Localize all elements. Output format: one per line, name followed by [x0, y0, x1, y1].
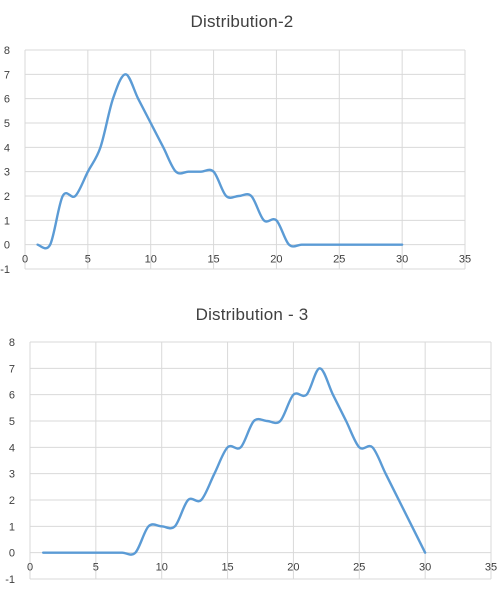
- y-axis-tick-labels: -1 0 1 2 3 4 5 6 7 8: [5, 337, 15, 586]
- x-tick-label: 30: [396, 254, 408, 266]
- y-tick-label: 0: [9, 548, 15, 560]
- y-tick-label: 2: [9, 495, 15, 507]
- x-tick-label: 15: [221, 562, 233, 574]
- x-axis-tick-labels: 0 5 10 15 20 25 30 35: [22, 254, 471, 266]
- y-tick-label: 8: [4, 45, 10, 57]
- y-tick-label: 6: [9, 390, 15, 402]
- chart-distribution-2: Distribution-2 -1 0 1 2 3 4 5 6 7 8 0 5 10 15 20 25 30 35: [0, 0, 504, 285]
- y-tick-label: 5: [4, 118, 10, 130]
- y-tick-label: 5: [9, 416, 15, 428]
- x-tick-label: 10: [145, 254, 157, 266]
- x-tick-label: 0: [27, 562, 33, 574]
- y-tick-label: 4: [4, 142, 10, 154]
- y-tick-label: 7: [4, 69, 10, 81]
- y-tick-label: 0: [4, 240, 10, 252]
- y-axis-tick-labels: -1 0 1 2 3 4 5 6 7 8: [0, 45, 10, 276]
- x-tick-label: 5: [93, 562, 99, 574]
- chart-plot-area: -1 0 1 2 3 4 5 6 7 8 0 5 10 15 20 25 30 35: [0, 45, 471, 276]
- x-tick-label: 5: [85, 254, 91, 266]
- x-tick-label: 20: [287, 562, 299, 574]
- gridlines: [24, 49, 466, 270]
- y-tick-label: -1: [0, 264, 10, 276]
- x-tick-label: 10: [156, 562, 168, 574]
- series-line: [36, 73, 404, 250]
- y-tick-label: 8: [9, 337, 15, 349]
- x-tick-label: 35: [485, 562, 497, 574]
- x-axis-tick-labels: 0 5 10 15 20 25 30 35: [27, 562, 497, 574]
- y-tick-label: 7: [9, 363, 15, 375]
- x-tick-label: 15: [207, 254, 219, 266]
- y-tick-label: 3: [9, 469, 15, 481]
- series-line: [41, 367, 427, 556]
- x-tick-label: 20: [270, 254, 282, 266]
- y-tick-label: -1: [5, 574, 15, 586]
- x-tick-label: 35: [459, 254, 471, 266]
- y-tick-label: 6: [4, 94, 10, 106]
- y-tick-label: 3: [4, 167, 10, 179]
- x-tick-label: 25: [353, 562, 365, 574]
- x-tick-label: 0: [22, 254, 28, 266]
- y-tick-label: 1: [9, 521, 15, 533]
- x-tick-label: 25: [333, 254, 345, 266]
- y-tick-label: 4: [9, 442, 15, 454]
- y-tick-label: 2: [4, 191, 10, 203]
- chart-distribution-3: Distribution - 3 -1 0 1 2 3 4 5 6 7 8 0 5 10 15 20 25 30…: [0, 295, 504, 598]
- x-tick-label: 30: [419, 562, 431, 574]
- chart-plot-area: -1 0 1 2 3 4 5 6 7 8 0 5 10 15 20 25 30 35: [5, 337, 497, 586]
- chart-title: Distribution-2: [190, 12, 294, 31]
- chart-title: Distribution - 3: [195, 305, 309, 324]
- y-tick-label: 1: [4, 215, 10, 227]
